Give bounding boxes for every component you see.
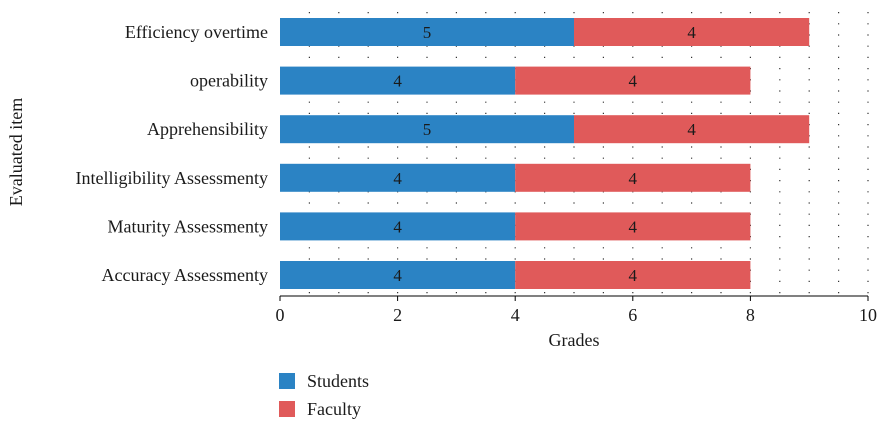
bar-value-label: 4	[629, 169, 638, 188]
legend-label: Faculty	[307, 399, 361, 419]
bar-students	[280, 261, 516, 289]
legend-swatch-faculty	[279, 401, 295, 417]
bar-faculty	[515, 212, 751, 241]
bar-value-label: 4	[687, 120, 696, 139]
y-tick-label: Efficiency overtime	[125, 22, 268, 42]
y-tick-label: operability	[190, 71, 268, 91]
bar-value-label: 5	[423, 120, 432, 139]
legend-label: Students	[307, 371, 369, 391]
bar-value-label: 4	[393, 217, 402, 236]
x-axis-label: Grades	[549, 330, 600, 350]
bar-value-label: 4	[393, 169, 402, 188]
bar-value-label: 4	[629, 266, 638, 285]
bar-value-label: 4	[393, 72, 402, 91]
bar-students	[280, 18, 574, 46]
bar-students	[280, 115, 574, 144]
y-axis-label: Evaluated item	[6, 98, 26, 206]
bars: 5 4 4 4 5 4 4 4 4 4 4 4	[280, 18, 810, 289]
legend: Students Faculty	[279, 371, 369, 419]
x-tick-labels: 0 2 4 6 8 10	[276, 296, 877, 325]
bar-value-label: 4	[393, 266, 402, 285]
x-tick-label: 8	[746, 305, 755, 325]
y-tick-label: Maturity Assessmenty	[108, 216, 269, 236]
bar-students	[280, 66, 516, 95]
x-tick-label: 6	[628, 305, 637, 325]
legend-swatch-students	[279, 373, 295, 389]
grid-lines	[308, 12, 869, 296]
bar-students	[280, 212, 516, 241]
bar-faculty	[574, 18, 810, 46]
x-tick-label: 10	[859, 305, 877, 325]
x-tick-label: 0	[276, 305, 285, 325]
y-tick-label: Accuracy Assessmenty	[102, 265, 268, 285]
bar-faculty	[515, 66, 751, 95]
bar-value-label: 4	[687, 23, 696, 42]
bar-faculty	[574, 115, 810, 144]
y-tick-label: Intelligibility Assessmenty	[76, 168, 269, 188]
bar-value-label: 4	[629, 72, 638, 91]
bar-faculty	[515, 163, 751, 192]
bar-value-label: 4	[629, 217, 638, 236]
x-tick-label: 2	[393, 305, 402, 325]
x-tick-label: 4	[511, 305, 520, 325]
bar-faculty	[515, 261, 751, 289]
bar-value-label: 5	[423, 23, 432, 42]
y-tick-label: Apprehensibility	[147, 119, 268, 139]
y-tick-labels: Efficiency overtime operability Apprehensi…	[76, 22, 269, 285]
bar-students	[280, 163, 516, 192]
